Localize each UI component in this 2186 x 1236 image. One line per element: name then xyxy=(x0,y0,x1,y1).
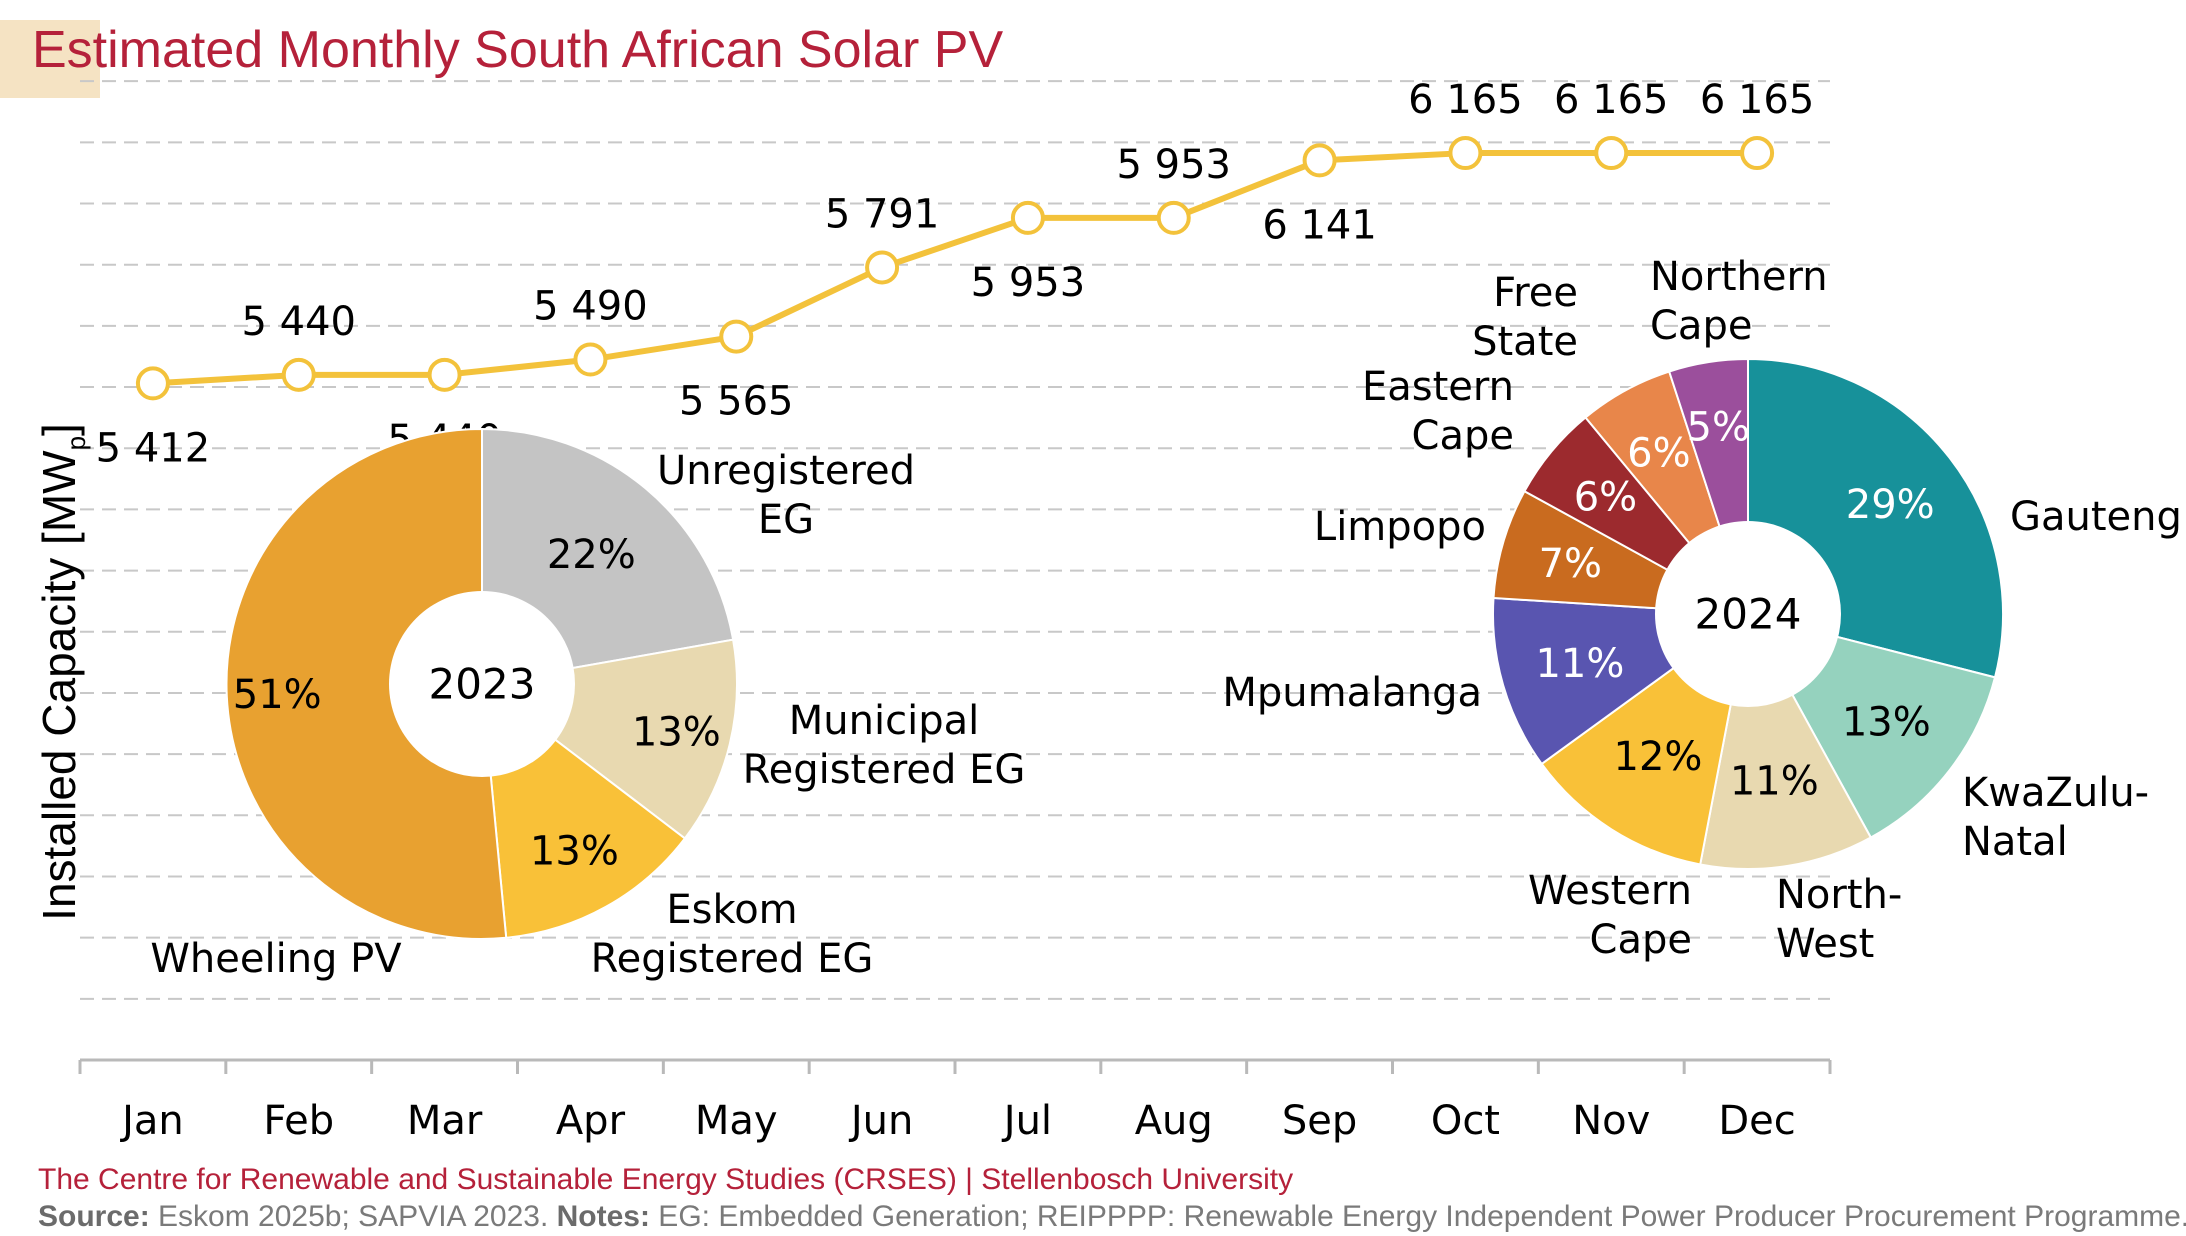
pie-category-label: Northern xyxy=(1650,254,1828,300)
pie-value-label: 29% xyxy=(1846,482,1935,528)
pie-value-label: 6% xyxy=(1574,474,1637,520)
pie-center-label: 2023 xyxy=(429,659,536,708)
data-point xyxy=(1010,200,1045,235)
x-tick-label: Jun xyxy=(848,1098,914,1144)
data-label: 5 490 xyxy=(533,284,648,330)
x-tick-label: Sep xyxy=(1282,1098,1357,1144)
data-point xyxy=(281,357,316,392)
pie-value-label: 11% xyxy=(1730,758,1819,804)
pie-category-label: KwaZulu- xyxy=(1962,770,2149,816)
pie-category-label: Western xyxy=(1528,868,1692,914)
data-label: 6 165 xyxy=(1408,77,1523,123)
x-tick-label: Nov xyxy=(1572,1098,1650,1144)
pie-value-label: 7% xyxy=(1539,541,1602,587)
pie-value-label: 11% xyxy=(1535,641,1624,687)
pie-category-label: North- xyxy=(1776,872,1902,918)
data-point xyxy=(1156,200,1191,235)
data-point xyxy=(1594,136,1629,171)
data-label: 6 165 xyxy=(1700,77,1815,123)
pie-value-label: 6% xyxy=(1627,430,1690,476)
pie-category-label: Eskom xyxy=(666,887,797,933)
x-tick-label: Jan xyxy=(119,1098,184,1144)
pie-category-label: Wheeling PV xyxy=(150,936,402,982)
donut-hole xyxy=(389,591,575,777)
pie-category-label: State xyxy=(1472,319,1578,365)
data-point xyxy=(1302,143,1337,178)
x-tick-label: Feb xyxy=(263,1098,334,1144)
pie-category-label: Municipal xyxy=(789,698,979,744)
data-point xyxy=(427,357,462,392)
data-point xyxy=(719,319,754,354)
pie-value-label: 13% xyxy=(1842,700,1931,746)
data-point xyxy=(1448,136,1483,171)
data-label: 5 953 xyxy=(1116,142,1231,188)
pie-value-label: 13% xyxy=(530,828,619,874)
x-tick-label: Mar xyxy=(407,1098,483,1144)
donut-hole xyxy=(1655,521,1841,707)
x-tick-label: Jul xyxy=(1001,1098,1052,1144)
pie-category-label: Limpopo xyxy=(1314,504,1486,550)
footer-source: Source: Eskom 2025b; SAPVIA 2023. Notes:… xyxy=(38,1200,2186,1233)
x-tick-label: Oct xyxy=(1431,1098,1500,1144)
pie-value-label: 22% xyxy=(547,532,636,578)
x-axis: Jan Feb Mar Apr May Jun Jul Aug Sep Oct Nov Dec xyxy=(78,1058,1832,1144)
pie-category-label: Gauteng xyxy=(2010,494,2182,540)
x-tick-label: Dec xyxy=(1718,1098,1795,1144)
data-label: 5 412 xyxy=(96,425,211,471)
pie-value-label: 12% xyxy=(1614,734,1703,780)
data-point xyxy=(865,250,900,285)
data-point xyxy=(1740,136,1775,171)
x-tick-label: Apr xyxy=(556,1098,626,1144)
y-axis-label: Installed Capacity [MWp] xyxy=(32,423,92,921)
pie-category-label: Registered EG xyxy=(591,936,874,982)
data-point xyxy=(573,342,608,377)
pie-category-label: Cape xyxy=(1412,413,1514,459)
data-label: 5 440 xyxy=(241,299,356,345)
data-point xyxy=(135,366,170,401)
data-label: 5 565 xyxy=(679,379,794,425)
pie-category-label: Cape xyxy=(1590,917,1692,963)
x-tick-label: Aug xyxy=(1135,1098,1213,1144)
pie-value-label: 5% xyxy=(1687,405,1750,451)
data-label: 5 791 xyxy=(825,191,940,237)
pie-center-label: 2024 xyxy=(1695,589,1802,638)
pie-category-label: EG xyxy=(758,497,814,543)
chart-title: Estimated Monthly South African Solar PV xyxy=(32,21,1004,79)
pie-category-label: Natal xyxy=(1962,819,2068,865)
pie-2024: 29% Gauteng 13% KwaZulu-Natal 11% North-West 1… xyxy=(1222,254,2182,967)
x-tick-label: May xyxy=(695,1098,778,1144)
pie-category-label: Unregistered xyxy=(657,448,915,494)
pie-value-label: 13% xyxy=(632,710,721,756)
series-line xyxy=(152,150,1758,387)
data-label: 5 953 xyxy=(971,260,1086,306)
footer-institution: The Centre for Renewable and Sustainable… xyxy=(38,1163,1294,1196)
pie-category-label: West xyxy=(1776,921,1874,967)
pie-slice-wheeling-pv xyxy=(225,427,508,940)
pie-value-label: 51% xyxy=(233,672,322,718)
data-label: 6 141 xyxy=(1262,202,1377,248)
pie-category-label: Cape xyxy=(1650,303,1752,349)
data-label: 6 165 xyxy=(1554,77,1669,123)
title-accent-block xyxy=(0,20,100,98)
pie-category-label: Registered EG xyxy=(743,747,1026,793)
pie-category-label: Eastern xyxy=(1362,364,1514,410)
pie-category-label: Mpumalanga xyxy=(1222,670,1482,716)
pie-category-label: Free xyxy=(1493,270,1578,316)
